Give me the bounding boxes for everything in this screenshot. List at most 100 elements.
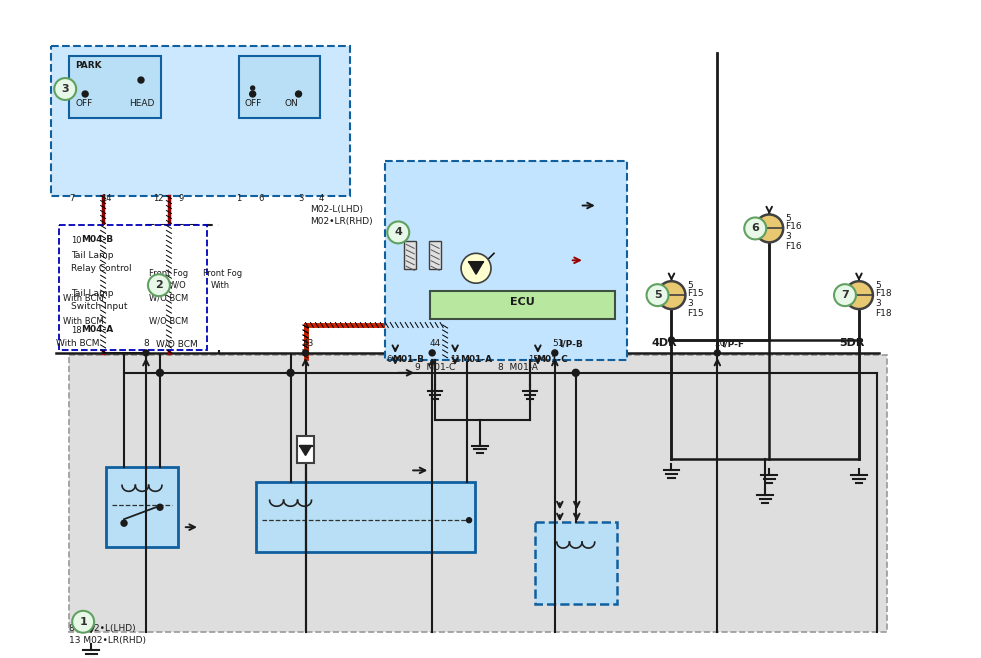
- Circle shape: [461, 253, 491, 283]
- Text: With BCM: With BCM: [63, 316, 104, 326]
- Text: 6: 6: [751, 224, 759, 234]
- Text: Tail Lamp: Tail Lamp: [72, 289, 114, 297]
- Text: 10: 10: [72, 236, 81, 245]
- Text: Front Fog: Front Fog: [203, 268, 242, 278]
- Text: 6: 6: [387, 355, 391, 365]
- Bar: [59, 226, 207, 350]
- Text: OFF: OFF: [244, 99, 262, 109]
- Text: W/O BCM: W/O BCM: [149, 316, 188, 326]
- Circle shape: [467, 518, 472, 522]
- Text: OFF: OFF: [76, 99, 92, 109]
- Circle shape: [148, 274, 170, 296]
- Circle shape: [54, 78, 77, 100]
- Text: 8: 8: [143, 340, 149, 349]
- Circle shape: [287, 369, 294, 376]
- Polygon shape: [469, 263, 483, 274]
- Text: F15: F15: [688, 289, 704, 297]
- Text: W/O BCM: W/O BCM: [149, 293, 188, 303]
- Text: 11: 11: [450, 355, 461, 365]
- Circle shape: [755, 215, 783, 242]
- Text: W/O BCM: W/O BCM: [156, 340, 198, 349]
- Text: F18: F18: [875, 289, 892, 297]
- Circle shape: [295, 91, 301, 97]
- Circle shape: [834, 284, 856, 306]
- Bar: [535, 522, 617, 604]
- Circle shape: [302, 350, 308, 356]
- Text: 8  M01-A: 8 M01-A: [498, 363, 538, 372]
- Circle shape: [82, 91, 88, 97]
- Circle shape: [143, 350, 149, 356]
- Circle shape: [250, 91, 256, 97]
- Bar: [70, 355, 887, 632]
- Circle shape: [646, 284, 668, 306]
- Bar: [386, 161, 627, 360]
- Bar: [70, 56, 161, 118]
- Circle shape: [552, 350, 558, 356]
- Circle shape: [668, 337, 675, 343]
- Circle shape: [73, 611, 94, 633]
- Text: 3: 3: [688, 299, 694, 307]
- Text: 3: 3: [62, 84, 69, 94]
- Bar: [429, 241, 441, 269]
- Text: ECU: ECU: [510, 297, 535, 307]
- Text: M01-B: M01-B: [392, 355, 424, 365]
- Text: PARK: PARK: [76, 61, 102, 70]
- Text: F16: F16: [785, 222, 801, 231]
- Text: With BCM: With BCM: [56, 340, 100, 349]
- Text: 3: 3: [298, 194, 304, 203]
- Text: 4: 4: [394, 228, 402, 238]
- Text: F15: F15: [688, 309, 704, 318]
- Circle shape: [387, 222, 409, 243]
- Text: 44: 44: [429, 340, 440, 349]
- Text: 18: 18: [72, 326, 81, 336]
- Text: F16: F16: [785, 242, 801, 251]
- Text: 9: 9: [179, 194, 184, 203]
- Text: 15: 15: [528, 355, 539, 365]
- Text: 6: 6: [259, 194, 264, 203]
- Text: 5: 5: [653, 290, 661, 300]
- Polygon shape: [299, 445, 312, 455]
- Text: 3: 3: [875, 299, 881, 307]
- Text: Tail Lamp: Tail Lamp: [72, 251, 114, 260]
- Circle shape: [138, 77, 144, 83]
- Text: ON: ON: [284, 99, 298, 109]
- Text: 3: 3: [785, 232, 791, 241]
- Text: HEAD: HEAD: [129, 99, 154, 109]
- Text: 5DR: 5DR: [839, 338, 864, 348]
- Bar: [256, 482, 475, 552]
- Bar: [404, 241, 416, 269]
- Text: 1: 1: [235, 194, 241, 203]
- Text: I/P-F: I/P-F: [721, 340, 745, 349]
- Text: M04-B: M04-B: [81, 235, 113, 244]
- Circle shape: [251, 86, 255, 90]
- Text: 43: 43: [302, 340, 314, 349]
- Bar: [106, 467, 178, 547]
- Text: 4DR: 4DR: [651, 338, 677, 348]
- Text: M01-A: M01-A: [460, 355, 492, 365]
- Text: 14: 14: [101, 194, 112, 203]
- Text: W/O: W/O: [169, 281, 186, 290]
- Text: 1: 1: [79, 617, 87, 627]
- Bar: [296, 436, 315, 463]
- Circle shape: [157, 504, 163, 510]
- Circle shape: [429, 350, 436, 356]
- Circle shape: [745, 218, 766, 240]
- Text: 20: 20: [714, 340, 726, 349]
- Text: M02•LR(RHD): M02•LR(RHD): [311, 217, 373, 226]
- Text: I/P-B: I/P-B: [559, 340, 583, 349]
- Bar: [431, 291, 615, 319]
- Text: 5: 5: [785, 214, 791, 223]
- Circle shape: [714, 350, 720, 356]
- Text: 5: 5: [688, 281, 694, 290]
- Text: 4: 4: [319, 194, 324, 203]
- Text: 51: 51: [552, 340, 563, 349]
- Text: 7: 7: [841, 290, 849, 300]
- Text: 12: 12: [153, 194, 164, 203]
- Text: M02-L(LHD): M02-L(LHD): [311, 205, 364, 214]
- Bar: [238, 56, 321, 118]
- Text: Relay Control: Relay Control: [72, 264, 131, 273]
- Text: 9  M01-C: 9 M01-C: [415, 363, 455, 372]
- Circle shape: [657, 281, 686, 309]
- Text: 5: 5: [875, 281, 881, 290]
- Text: M01-C: M01-C: [536, 355, 568, 365]
